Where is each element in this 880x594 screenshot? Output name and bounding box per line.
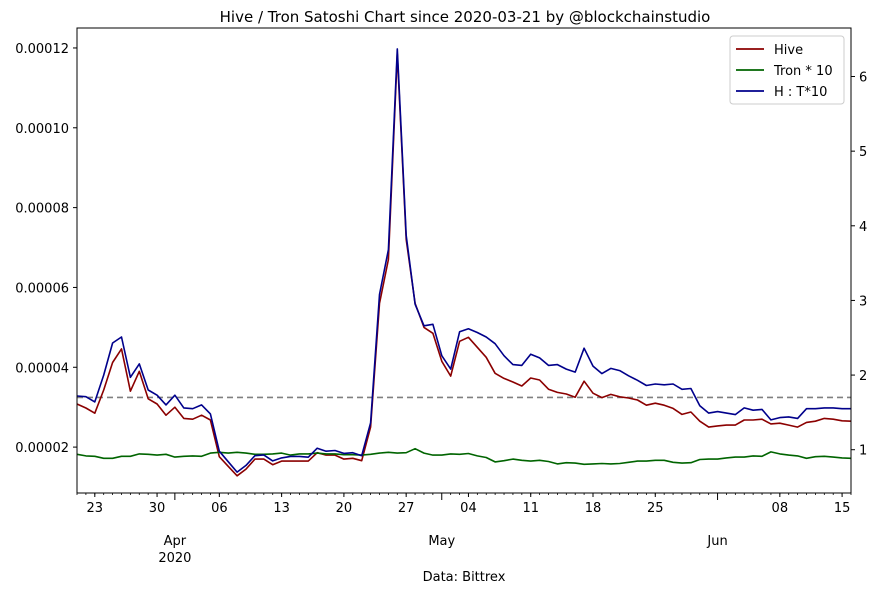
plot-frame <box>76 27 852 494</box>
legend-label: Hive <box>774 43 803 58</box>
left-tick-label: 0.00002 <box>15 441 69 456</box>
x-day-tick-label: 25 <box>647 501 664 516</box>
right-tick-label: 1 <box>859 444 867 459</box>
x-axis: 23 30 06 13 20 27 04 11 18 25 08 15 Apr 2020 May Jun <box>76 493 852 566</box>
x-month-tick-label: Jun <box>706 534 727 549</box>
right-tick-label: 6 <box>859 71 867 86</box>
x-day-tick-label: 04 <box>460 501 477 516</box>
left-tick-label: 0.00008 <box>15 202 69 217</box>
right-tick-label: 4 <box>859 220 867 235</box>
legend-label: Tron * 10 <box>773 64 833 79</box>
x-day-tick-label: 27 <box>398 501 415 516</box>
series-line-0 <box>76 53 852 477</box>
right-axis: 1 2 3 4 5 6 <box>851 71 867 459</box>
x-month-tick-label: May <box>428 534 455 549</box>
x-day-tick-label: 08 <box>772 501 789 516</box>
x-day-tick-label: 20 <box>336 501 353 516</box>
legend: Hive Tron * 10 H : T*10 <box>729 35 845 105</box>
right-tick-label: 2 <box>859 369 867 384</box>
x-year-label: 2020 <box>158 551 191 566</box>
left-tick-label: 0.00004 <box>15 361 69 376</box>
legend-box <box>729 35 845 105</box>
chart-title: Hive / Tron Satoshi Chart since 2020-03-… <box>220 8 711 26</box>
x-day-tick-label: 06 <box>211 501 228 516</box>
x-day-tick-label: 11 <box>522 501 539 516</box>
x-month-tick-label: Apr <box>164 534 187 549</box>
x-day-tick-label: 15 <box>834 501 851 516</box>
left-tick-label: 0.00010 <box>15 122 69 137</box>
series-line-2 <box>76 48 851 473</box>
x-day-tick-label: 13 <box>273 501 290 516</box>
right-tick-label: 3 <box>859 294 867 309</box>
x-day-tick-label: 23 <box>87 501 104 516</box>
legend-label: H : T*10 <box>774 85 827 100</box>
left-axis: 0.00002 0.00004 0.00006 0.00008 0.00010 0.000… <box>15 42 77 456</box>
left-tick-label: 0.00006 <box>15 281 69 296</box>
x-axis-label: Data: Bittrex <box>423 570 506 585</box>
right-tick-label: 5 <box>859 145 867 160</box>
series-line-1 <box>76 447 852 466</box>
x-day-tick-label: 18 <box>585 501 602 516</box>
series-layer <box>76 48 852 477</box>
left-tick-label: 0.00012 <box>15 42 69 57</box>
x-day-tick-label: 30 <box>149 501 166 516</box>
